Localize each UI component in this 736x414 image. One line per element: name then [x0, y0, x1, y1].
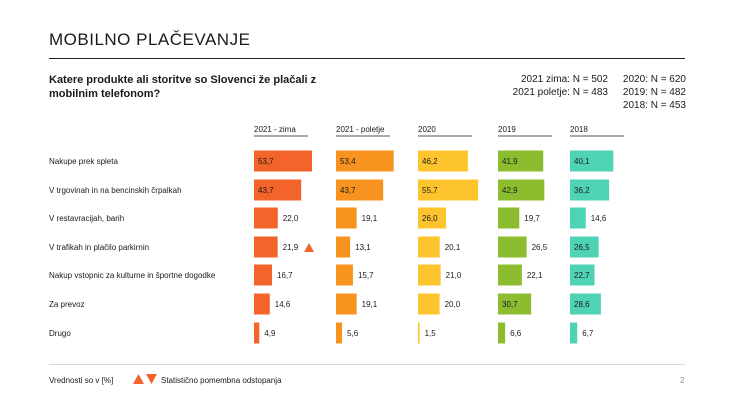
- category-label: Drugo: [49, 329, 71, 338]
- bar: [570, 322, 578, 344]
- data-label: 22,7: [574, 271, 590, 280]
- sample-size-2021-summer: 2021 poletje: N = 483: [512, 87, 608, 98]
- bar: [418, 150, 468, 172]
- bar: [570, 264, 595, 286]
- data-label: 1,5: [425, 329, 437, 338]
- bar: [254, 150, 312, 172]
- data-label: 19,7: [524, 214, 540, 223]
- bar: [418, 179, 479, 201]
- bar: [418, 322, 420, 344]
- sample-sizes-earlier: 2020: N = 620 2019: N = 482 2018: N = 45…: [610, 73, 686, 112]
- bar: [336, 322, 343, 344]
- bar: [418, 207, 447, 229]
- bar: [498, 293, 532, 315]
- footer-significance-legend: Statistično pomembna odstopanja: [161, 376, 282, 385]
- data-label: 21,0: [446, 271, 462, 280]
- category-label: V restavracijah, barih: [49, 214, 124, 223]
- data-label: 14,6: [591, 214, 607, 223]
- bar: [254, 207, 278, 229]
- significance-triangles-icon: [133, 374, 157, 384]
- data-label: 6,6: [510, 329, 522, 338]
- data-label: 28,6: [574, 300, 590, 309]
- data-label: 43,7: [340, 186, 356, 195]
- bar: [498, 236, 527, 258]
- bar: [254, 236, 278, 258]
- sample-size-2020: 2020: N = 620: [622, 74, 686, 85]
- bar: [254, 293, 270, 315]
- series-header: 2021 - poletje: [336, 125, 385, 134]
- bar: [254, 264, 273, 286]
- bar: [570, 179, 610, 201]
- data-label: 42,9: [502, 186, 518, 195]
- data-label: 21,9: [283, 243, 299, 252]
- category-label: Nakupe prek spleta: [49, 157, 118, 166]
- bar: [498, 179, 545, 201]
- data-label: 26,5: [532, 243, 548, 252]
- bar: [254, 322, 260, 344]
- data-label: 43,7: [258, 186, 274, 195]
- data-label: 16,7: [277, 271, 293, 280]
- category-label: V trafikah in plačilo parkirnin: [49, 243, 149, 252]
- data-label: 19,1: [362, 300, 378, 309]
- data-label: 30,7: [502, 300, 518, 309]
- footer-units-note: Vrednosti so v [%]: [49, 376, 114, 385]
- data-label: 40,1: [574, 157, 590, 166]
- data-label: 46,2: [422, 157, 438, 166]
- bar: [336, 179, 384, 201]
- bar: [254, 179, 302, 201]
- data-label: 20,1: [445, 243, 461, 252]
- bar: [336, 293, 357, 315]
- bar: [570, 207, 586, 229]
- data-label: 4,9: [264, 329, 276, 338]
- page-title: MOBILNO PLAČEVANJE: [49, 30, 251, 49]
- sample-size-2018: 2018: N = 453: [622, 100, 686, 111]
- bar: [418, 236, 440, 258]
- data-label: 36,2: [574, 186, 590, 195]
- bar: [336, 150, 394, 172]
- title-divider: [49, 58, 685, 59]
- bar: [498, 207, 520, 229]
- category-label: V trgovinah in na bencinskih črpalkah: [49, 186, 182, 195]
- sample-size-2021-winter: 2021 zima: N = 502: [521, 74, 608, 85]
- data-label: 14,6: [275, 300, 291, 309]
- bar: [498, 150, 544, 172]
- bar: [570, 236, 599, 258]
- footer-divider: [49, 364, 685, 365]
- series-header: 2021 - zima: [254, 125, 296, 134]
- data-label: 15,7: [358, 271, 374, 280]
- series-header: 2020: [418, 125, 436, 134]
- data-label: 19,1: [362, 214, 378, 223]
- data-label: 26,5: [574, 243, 590, 252]
- data-label: 13,1: [355, 243, 371, 252]
- series-header: 2019: [498, 125, 516, 134]
- data-label: 20,0: [445, 300, 461, 309]
- sample-size-2019: 2019: N = 482: [622, 87, 686, 98]
- page-number: 2: [680, 376, 685, 385]
- chart-question: Katere produkte ali storitve so Slovenci…: [49, 74, 317, 100]
- bar: [570, 150, 614, 172]
- bar: [336, 207, 357, 229]
- data-label: 41,9: [502, 157, 518, 166]
- bar: [336, 236, 351, 258]
- bar: [498, 322, 506, 344]
- bar: [418, 264, 441, 286]
- bar: [570, 293, 601, 315]
- bar: [418, 293, 440, 315]
- data-label: 55,7: [422, 186, 438, 195]
- bar: [498, 264, 522, 286]
- category-label: Nakup vstopnic za kulturne in športne do…: [49, 271, 216, 280]
- data-label: 26,0: [422, 214, 438, 223]
- category-label: Za prevoz: [49, 300, 85, 309]
- series-header: 2018: [570, 125, 588, 134]
- data-label: 5,6: [347, 329, 359, 338]
- bar: [336, 264, 353, 286]
- significance-marker: [304, 243, 315, 252]
- sample-sizes-2021: 2021 zima: N = 502 2021 poletje: N = 483: [470, 73, 608, 99]
- data-label: 6,7: [582, 329, 594, 338]
- data-label: 22,1: [527, 271, 543, 280]
- data-label: 53,7: [258, 157, 274, 166]
- data-label: 22,0: [283, 214, 299, 223]
- data-label: 53,4: [340, 157, 356, 166]
